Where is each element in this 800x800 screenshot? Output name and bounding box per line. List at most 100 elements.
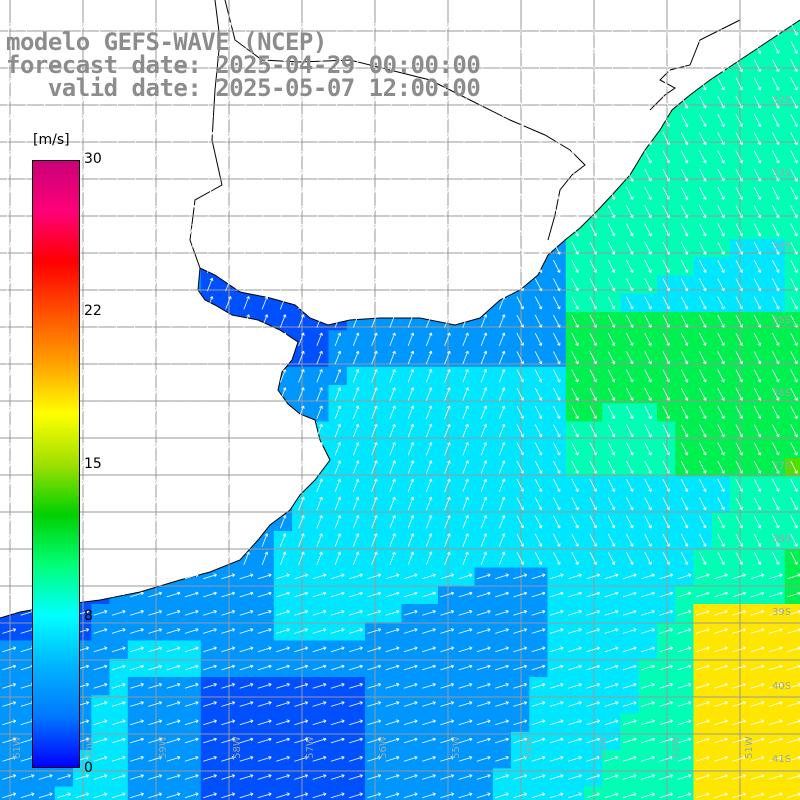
wind-cell (419, 695, 439, 715)
wind-cell (620, 585, 640, 605)
colorbar-tick-15: 15 (84, 456, 102, 472)
wind-arrow (6, 77, 13, 91)
wind-cell (419, 385, 439, 404)
wind-cell (529, 622, 549, 642)
wind-cell (346, 622, 366, 642)
wind-arrow (680, 59, 689, 73)
wind-arrow (352, 58, 360, 73)
wind-arrow (42, 40, 50, 55)
wind-cell (383, 695, 403, 715)
wind-arrow (24, 95, 31, 109)
wind-arrow (188, 40, 196, 55)
wind-cell (292, 366, 311, 386)
wind-cell (401, 549, 421, 569)
wind-cell (182, 768, 202, 788)
wind-cell (730, 658, 749, 678)
wind-cell (310, 385, 330, 404)
wind-arrow (753, 40, 762, 54)
wind-cell (529, 731, 549, 751)
wind-cell (146, 768, 165, 788)
wind-cell (292, 549, 311, 569)
wind-cell (456, 439, 476, 459)
wind-cell (310, 695, 330, 715)
longitude-label: 56W (377, 736, 389, 759)
wind-cell (383, 512, 403, 532)
wind-cell (365, 549, 384, 569)
wind-cell (492, 768, 512, 788)
wind-arrow (444, 95, 451, 109)
wind-cell (730, 731, 749, 751)
wind-cell (200, 275, 220, 295)
wind-arrow (662, 95, 670, 109)
wind-cell (255, 549, 275, 569)
wind-cell (0, 768, 19, 788)
wind-cell (565, 658, 585, 678)
wind-arrow (352, 95, 360, 109)
wind-cell (292, 531, 311, 550)
wind-arrow (334, 113, 342, 128)
wind-cell (784, 476, 800, 496)
wind-arrow (607, 59, 616, 73)
wind-arrow (735, 22, 743, 36)
wind-cell (91, 695, 111, 715)
wind-cell (365, 494, 384, 514)
wind-arrow (644, 59, 652, 73)
wind-cell (365, 476, 384, 496)
wind-cell (36, 768, 56, 788)
wind-cell (620, 695, 640, 715)
wind-arrow (662, 59, 670, 73)
wind-cell (292, 312, 311, 331)
wind-cell (711, 585, 731, 605)
wind-arrow (717, 59, 725, 73)
wind-cell (784, 348, 800, 368)
wind-arrow (571, 95, 579, 109)
wind-cell (456, 549, 476, 569)
wind-arrow (97, 40, 104, 55)
wind-arrow (753, 59, 762, 73)
wind-cell (200, 585, 220, 605)
wind-cell (456, 531, 476, 550)
wind-arrow (42, 77, 50, 91)
longitude-label: 53W (597, 736, 609, 759)
wind-arrow (444, 22, 451, 36)
wind-cell (474, 512, 494, 532)
wind-cell (748, 695, 768, 715)
wind-cell (255, 731, 275, 751)
wind-arrow (115, 40, 123, 55)
wind-arrow (790, 40, 798, 54)
wind-cell (784, 111, 800, 131)
wind-cell (784, 202, 800, 222)
wind-cell (693, 658, 713, 678)
wind-cell (492, 476, 512, 496)
wind-cell (419, 658, 439, 678)
longitude-label: 54W (524, 736, 536, 759)
latitude-label: 37S (772, 461, 792, 472)
wind-cell (474, 366, 494, 386)
wind-arrow (206, 77, 214, 91)
wind-cell (346, 476, 366, 496)
wind-arrow (24, 40, 31, 55)
wind-cell (474, 585, 494, 605)
wind-cell (127, 622, 147, 642)
wind-cell (365, 695, 384, 715)
wind-cell (346, 330, 366, 350)
wind-cell (346, 458, 366, 477)
wind-cell (401, 731, 421, 751)
latitude-label: 33S (772, 168, 792, 180)
wind-cell (328, 549, 348, 569)
wind-arrow (553, 40, 561, 54)
wind-cell (438, 476, 457, 496)
wind-cell (474, 531, 494, 550)
wind-arrow (425, 77, 433, 91)
wind-cell (273, 622, 293, 642)
wind-cell (383, 494, 403, 514)
wind-cell (584, 622, 603, 642)
wind-arrow (206, 95, 214, 109)
wind-cell (438, 512, 457, 532)
wind-cell (492, 330, 512, 350)
wind-arrow (261, 113, 269, 128)
wind-cell (784, 275, 800, 295)
wind-cell (602, 731, 622, 751)
wind-arrow (407, 77, 415, 91)
wind-cell (748, 658, 768, 678)
